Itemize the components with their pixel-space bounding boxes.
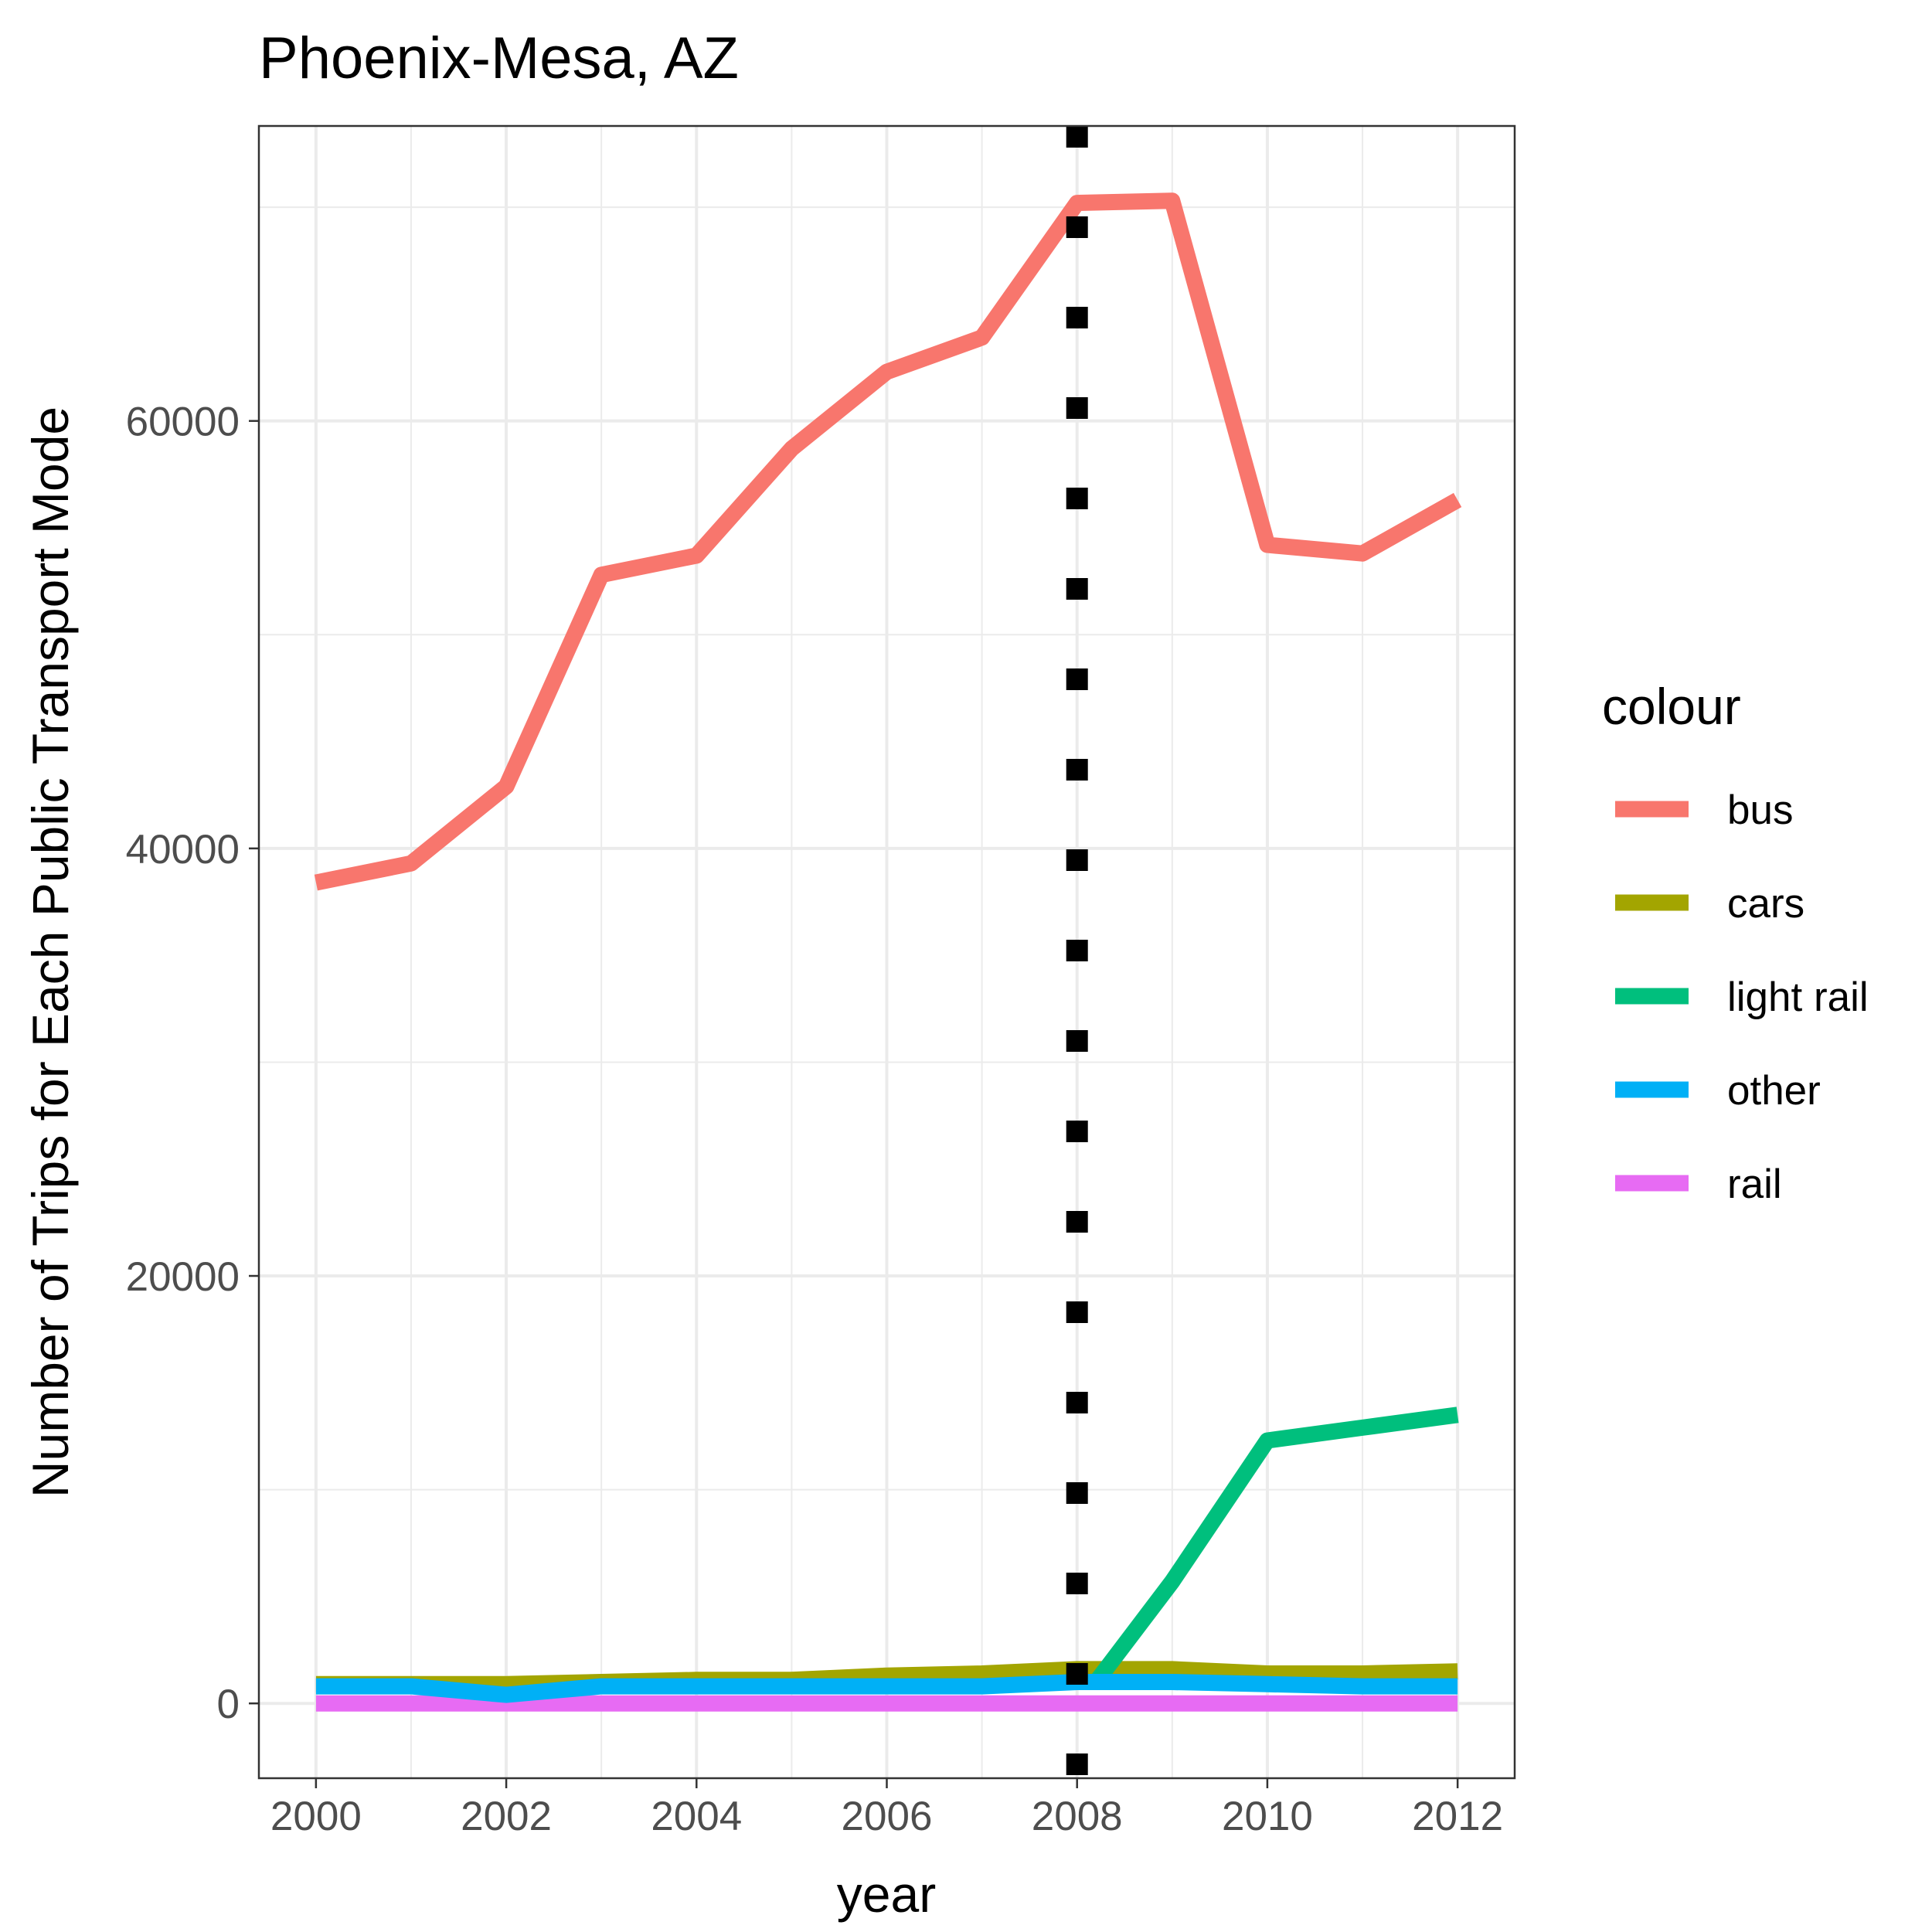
x-tick-label: 2010 xyxy=(1222,1794,1313,1839)
legend-title: colour xyxy=(1602,678,1741,735)
x-tick-label: 2006 xyxy=(842,1794,933,1839)
x-tick-label: 2002 xyxy=(461,1794,552,1839)
y-axis-title: Number of Trips for Each Public Transpor… xyxy=(22,406,79,1498)
x-tick-label: 2008 xyxy=(1032,1794,1123,1839)
series-line-other xyxy=(315,1674,1458,1703)
x-axis-title: year xyxy=(837,1866,936,1923)
y-tick-label: 40000 xyxy=(126,827,240,872)
plot-panel xyxy=(257,124,1516,1780)
legend-label-bus: bus xyxy=(1727,787,1793,833)
x-tick-label: 2000 xyxy=(270,1794,362,1839)
legend: colour bus cars light rail other rail xyxy=(1602,678,1869,1207)
chart-title: Phoenix-Mesa, AZ xyxy=(259,26,739,91)
series-line-light-rail xyxy=(1089,1406,1459,1687)
x-tick-label: 2012 xyxy=(1412,1794,1503,1839)
series-line-bus xyxy=(314,192,1462,891)
legend-items: bus cars light rail other rail xyxy=(1615,787,1869,1207)
legend-label-cars: cars xyxy=(1727,881,1804,927)
legend-label-light-rail: light rail xyxy=(1727,975,1869,1020)
series-line-cars xyxy=(315,1661,1458,1692)
x-axis: 2000 2002 2004 2006 2008 2010 2012 xyxy=(270,1778,1503,1839)
legend-label-rail: rail xyxy=(1727,1162,1782,1207)
legend-label-other: other xyxy=(1727,1068,1821,1114)
y-axis: 0 20000 40000 60000 xyxy=(126,400,259,1727)
series-lines xyxy=(314,192,1462,1712)
x-tick-label: 2004 xyxy=(651,1794,742,1839)
y-tick-label: 60000 xyxy=(126,400,240,445)
y-tick-label: 0 xyxy=(217,1682,240,1727)
y-tick-label: 20000 xyxy=(126,1254,240,1300)
